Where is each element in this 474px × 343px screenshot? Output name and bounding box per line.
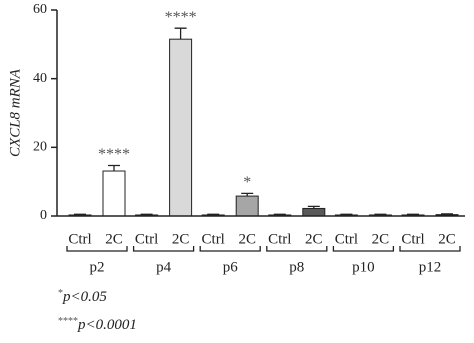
error-bar (441, 213, 453, 215)
error-bar (174, 27, 187, 40)
footnote-text: p<0.0001 (77, 317, 137, 333)
footnote-text: p<0.05 (62, 289, 107, 305)
group-bracket (66, 246, 128, 252)
group-label: p12 (419, 259, 442, 275)
group-label: p6 (223, 259, 239, 275)
error-bar (307, 205, 320, 209)
group-bracket (199, 246, 261, 252)
x-tick-label: Ctrl (68, 231, 91, 247)
error-bar (273, 213, 286, 215)
error-bar (207, 213, 220, 215)
error-bar (374, 213, 387, 215)
bar (169, 38, 193, 217)
error-bar (241, 192, 254, 197)
error-bar (407, 213, 419, 215)
group-bracket (132, 246, 195, 252)
group-bracket (266, 246, 328, 252)
y-axis-label: CXCL8 mRNA (7, 68, 23, 157)
group-bracket (399, 246, 461, 252)
x-tick-label: Ctrl (335, 231, 358, 247)
error-bar (108, 164, 120, 172)
group-label: p8 (289, 259, 304, 275)
footnote-stars: **** (58, 316, 78, 327)
x-tick-label: Ctrl (202, 231, 225, 247)
bar (102, 170, 126, 217)
x-tick-label: Ctrl (401, 231, 424, 247)
significance-label: **** (165, 9, 197, 26)
footnote: *p<0.05 (58, 288, 107, 305)
error-bar (74, 213, 86, 215)
x-tick-label: 2C (238, 231, 256, 247)
footnote-stars: * (58, 288, 63, 299)
significance-label: **** (98, 146, 130, 163)
group-label: p2 (90, 259, 105, 275)
error-bar (140, 213, 153, 215)
group-label: p10 (352, 259, 375, 275)
group-bracket (332, 246, 395, 252)
footnote: ****p<0.0001 (58, 316, 137, 333)
x-tick-label: 2C (372, 231, 390, 247)
bar (302, 207, 326, 217)
x-tick-label: Ctrl (268, 231, 291, 247)
group-label: p4 (156, 259, 172, 275)
x-tick-label: 2C (438, 231, 456, 247)
significance-label: * (243, 174, 251, 191)
y-tick-label: 40 (33, 71, 47, 86)
x-tick-label: 2C (305, 231, 323, 247)
y-tick-label: 60 (33, 2, 47, 17)
x-tick-label: Ctrl (135, 231, 158, 247)
x-tick-label: 2C (172, 231, 190, 247)
bar (235, 195, 259, 217)
error-bar (340, 213, 353, 215)
x-tick-label: 2C (105, 231, 123, 247)
y-tick-label: 20 (33, 140, 47, 155)
y-tick-label: 0 (40, 208, 47, 223)
